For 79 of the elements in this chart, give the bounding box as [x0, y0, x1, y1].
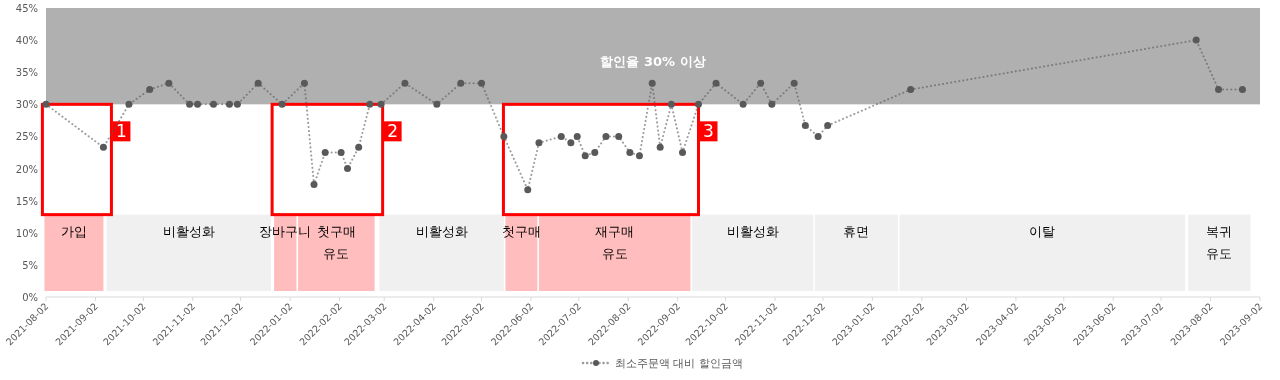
point — [648, 79, 656, 87]
point — [1192, 36, 1200, 44]
annotation: 2 — [387, 121, 399, 142]
point — [615, 132, 623, 140]
y-tick-label: 40% — [15, 35, 38, 47]
y-tick-label: 15% — [15, 195, 38, 207]
point — [321, 149, 329, 156]
point — [99, 143, 107, 151]
point — [535, 139, 543, 147]
y-tick-label: 0% — [22, 292, 38, 303]
point — [656, 143, 664, 151]
band-label: 장바구니 — [259, 223, 312, 239]
point — [667, 100, 675, 108]
point — [694, 100, 702, 108]
point — [300, 79, 308, 87]
point — [165, 79, 173, 87]
point — [739, 100, 747, 108]
y-tick-label: 5% — [22, 259, 38, 271]
band-label: 비활성화 — [162, 223, 215, 239]
band-label: 휴면 — [843, 223, 870, 239]
point — [125, 100, 133, 108]
point — [377, 100, 385, 108]
point — [457, 79, 465, 87]
band-label: 복귀 유도 — [1206, 223, 1233, 261]
point — [591, 149, 599, 156]
band-label: 할인율 30% 이상 — [600, 53, 706, 69]
point — [712, 79, 720, 87]
point — [801, 122, 809, 130]
point — [500, 132, 508, 140]
point — [907, 86, 915, 94]
point — [814, 132, 822, 140]
band-label: 가입 — [60, 223, 87, 239]
point — [42, 100, 50, 108]
y-tick-label: 10% — [15, 227, 38, 239]
y-tick-label: 25% — [15, 131, 38, 143]
point — [478, 79, 486, 87]
point — [1215, 86, 1223, 94]
point — [146, 86, 154, 94]
point — [635, 152, 643, 160]
y-tick-label: 45% — [15, 3, 38, 14]
point — [233, 100, 241, 108]
point — [355, 143, 363, 151]
point — [433, 100, 441, 108]
point — [186, 100, 194, 108]
band-label: 비활성화 — [415, 223, 468, 239]
point — [524, 186, 532, 194]
point — [344, 165, 352, 173]
band-label: 비활성화 — [726, 223, 779, 239]
annotation: 1 — [116, 121, 127, 142]
band-label: 이탈 — [1029, 223, 1056, 239]
y-tick-label: 35% — [15, 67, 38, 79]
point — [824, 122, 832, 130]
band-label: 첫구매 — [501, 223, 541, 239]
point — [310, 181, 318, 189]
point — [278, 100, 286, 108]
point — [254, 79, 262, 87]
annotation: 3 — [703, 121, 714, 142]
point — [581, 152, 589, 160]
point — [401, 79, 409, 87]
point — [366, 100, 374, 108]
point — [194, 100, 202, 108]
legend-label: 최소주문액 대비 할인금액 — [615, 357, 743, 370]
point — [337, 149, 345, 156]
point — [557, 132, 565, 140]
point — [210, 100, 217, 108]
point — [679, 149, 687, 156]
y-tick-label: 20% — [15, 163, 38, 175]
point — [757, 79, 765, 87]
point — [626, 149, 634, 156]
point — [567, 139, 575, 147]
band-label: 재구매 유도 — [595, 223, 635, 261]
point — [1238, 86, 1246, 94]
y-tick-label: 30% — [15, 99, 38, 111]
point — [602, 132, 610, 140]
point — [225, 100, 233, 108]
point — [790, 79, 798, 87]
point — [768, 100, 776, 108]
point — [573, 132, 581, 140]
band-label: 첫구매 유도 — [316, 223, 356, 261]
